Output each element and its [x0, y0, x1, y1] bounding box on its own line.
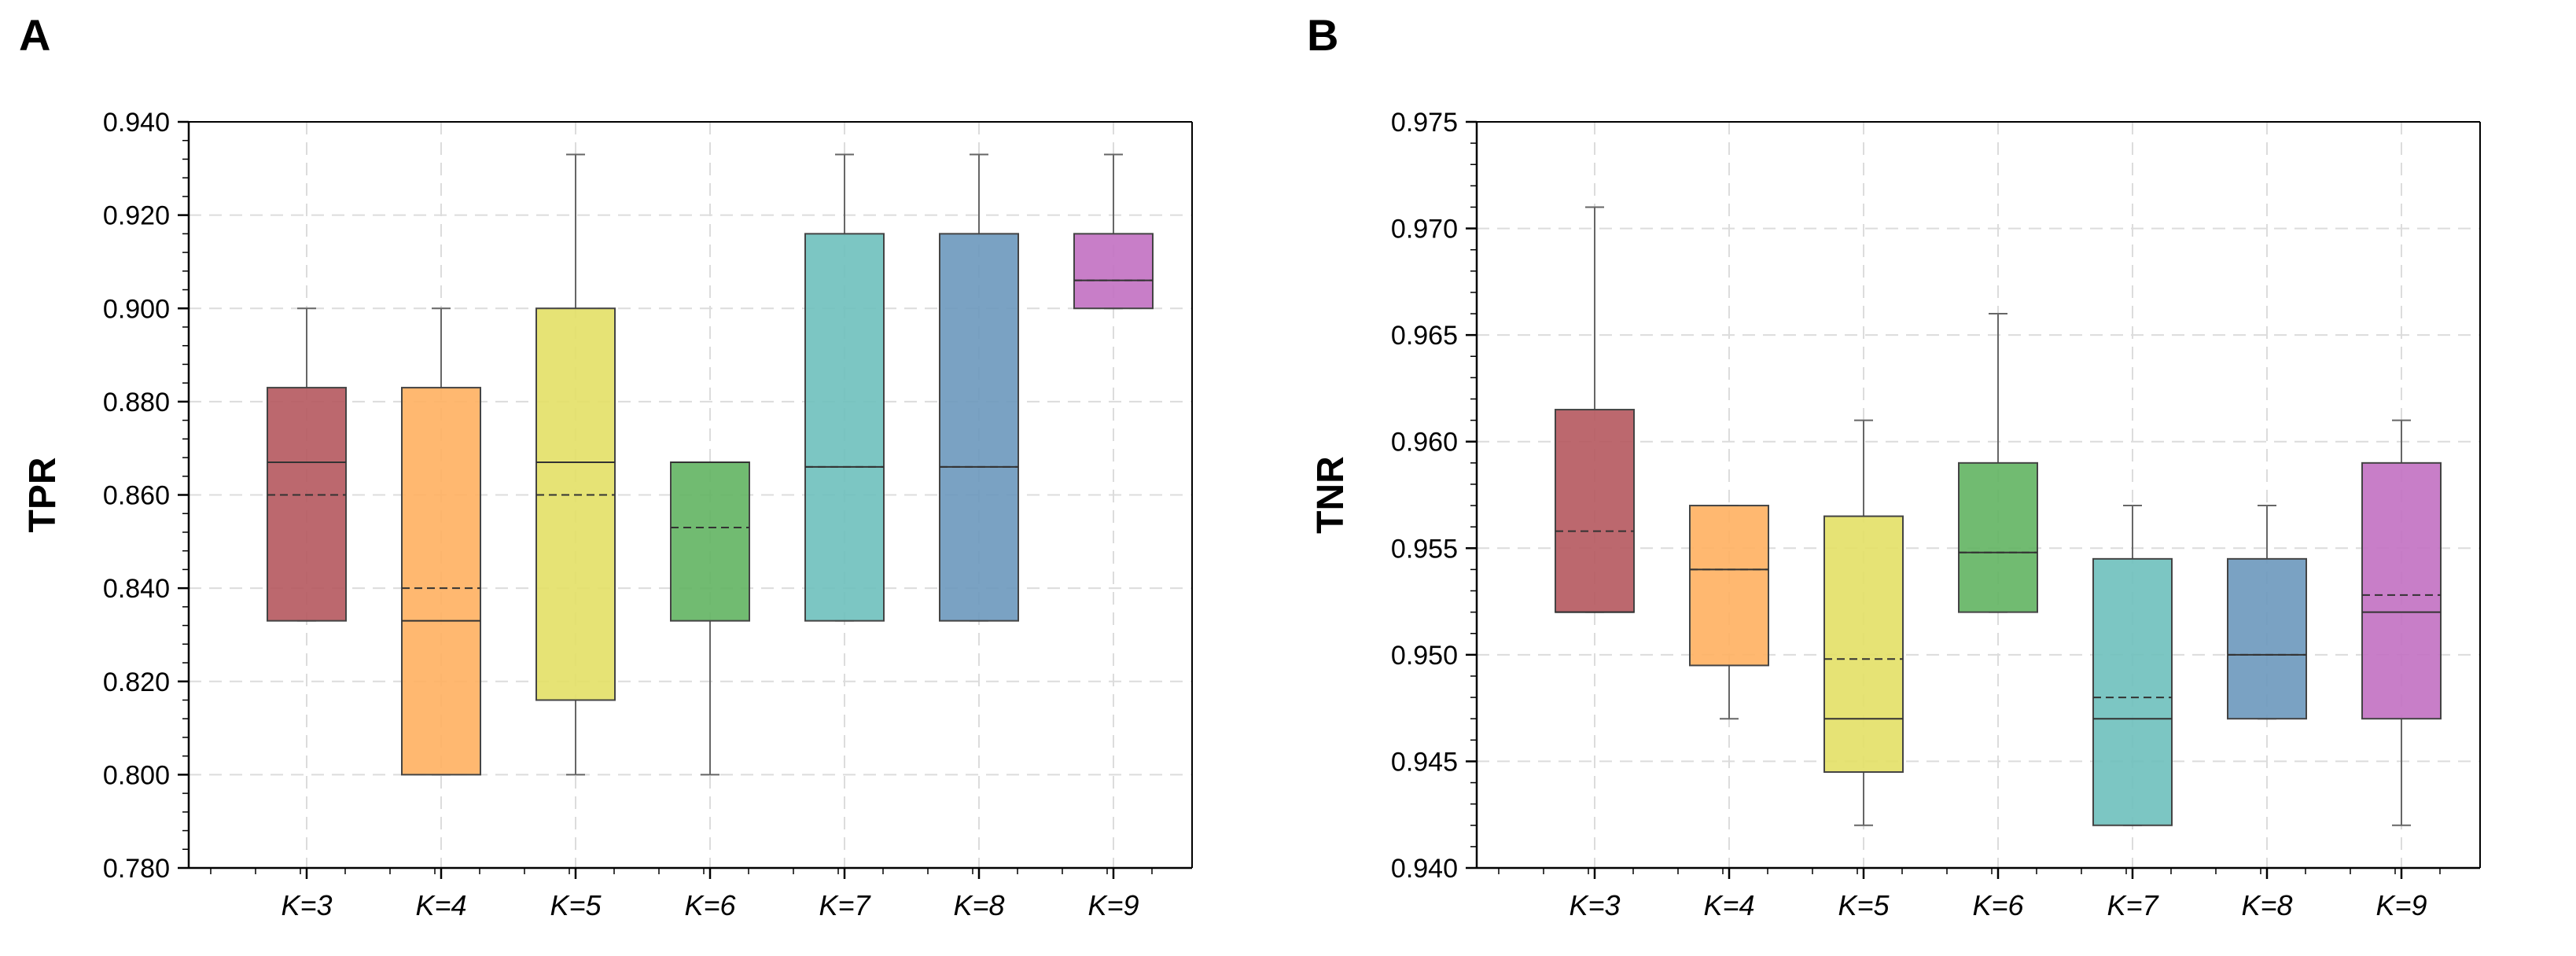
box-k-5: [1823, 419, 1904, 826]
box-k-8: [939, 153, 1019, 622]
y-tick-label: 0.920: [103, 201, 170, 231]
x-tick-label: K=9: [2375, 889, 2427, 921]
box-k-9: [1073, 153, 1154, 310]
box-iqr: [267, 387, 347, 622]
y-tick-label: 0.900: [103, 294, 170, 324]
box-k-4: [1689, 505, 1769, 720]
y-tick-label: 0.860: [103, 481, 170, 511]
x-tick-label: K=4: [1703, 889, 1754, 921]
box-iqr: [939, 233, 1019, 622]
x-tick-label: K=5: [1838, 889, 1890, 921]
x-tick-label: K=4: [415, 889, 466, 921]
x-tick-label: K=3: [1569, 889, 1620, 921]
box-iqr: [1958, 461, 2038, 613]
x-tick-label: K=6: [1972, 889, 2024, 921]
y-axis-title: TNR: [1310, 456, 1352, 534]
box-k-6: [1958, 313, 2038, 613]
box-k-8: [2227, 505, 2307, 720]
y-axis-title: TPR: [22, 458, 64, 533]
x-tick-label: K=7: [2107, 889, 2159, 921]
panel-a: A 0.780 0.800 0.820 0.840 0.860 0.880 0.900 0.9…: [19, 10, 1193, 921]
x-tick-label: K=9: [1087, 889, 1139, 921]
x-tick-label: K=5: [550, 889, 602, 921]
y-tick-label: 0.940: [103, 108, 170, 138]
y-tick-label: 0.940: [1391, 854, 1458, 884]
box-k-7: [804, 153, 885, 622]
panel-letter: A: [19, 10, 51, 60]
y-tick-label: 0.800: [103, 760, 170, 790]
box-k-7: [2092, 505, 2173, 826]
panel-letter: B: [1307, 10, 1339, 60]
box-iqr: [2092, 557, 2173, 826]
box-iqr: [670, 461, 750, 622]
boxplot-chart-tpr: 0.780 0.800 0.820 0.840 0.860 0.880 0.900 0.920…: [22, 108, 1193, 921]
box-iqr: [2227, 557, 2307, 720]
y-tick-label: 0.945: [1391, 747, 1458, 777]
y-tick-label: 0.880: [103, 388, 170, 417]
y-tick-label: 0.965: [1391, 321, 1458, 351]
box-iqr: [535, 307, 616, 701]
box-k-5: [535, 153, 616, 776]
y-tick-label: 0.960: [1391, 428, 1458, 458]
box-iqr: [1823, 515, 1904, 773]
y-tick-label: 0.970: [1391, 215, 1458, 245]
box-iqr: [1555, 409, 1635, 613]
box-k-4: [401, 307, 481, 776]
box-iqr: [1073, 233, 1154, 310]
y-tick-label: 0.840: [103, 574, 170, 604]
box-k-3: [1555, 206, 1635, 613]
y-tick-label: 0.780: [103, 854, 170, 884]
box-k-3: [267, 307, 347, 622]
x-tick-label: K=7: [819, 889, 871, 921]
x-tick-label: K=8: [953, 889, 1004, 921]
x-tick-label: K=6: [684, 889, 736, 921]
y-tick-label: 0.975: [1391, 108, 1458, 138]
box-iqr: [804, 233, 885, 622]
box-iqr: [2361, 461, 2442, 720]
box-k-9: [2361, 419, 2442, 826]
box-k-6: [670, 461, 750, 776]
x-tick-label: K=8: [2241, 889, 2292, 921]
boxplot-chart-tnr: 0.940 0.945 0.950 0.955 0.960 0.965 0.970 0.975…: [1310, 108, 2481, 921]
y-tick-label: 0.820: [103, 667, 170, 697]
y-tick-label: 0.955: [1391, 534, 1458, 564]
panel-b: B 0.940 0.945 0.950 0.955 0.960 0.965 0.970 0.9…: [1288, 0, 2576, 956]
y-tick-label: 0.950: [1391, 641, 1458, 671]
x-tick-label: K=3: [281, 889, 332, 921]
box-iqr: [1689, 505, 1769, 667]
box-iqr: [401, 387, 481, 776]
